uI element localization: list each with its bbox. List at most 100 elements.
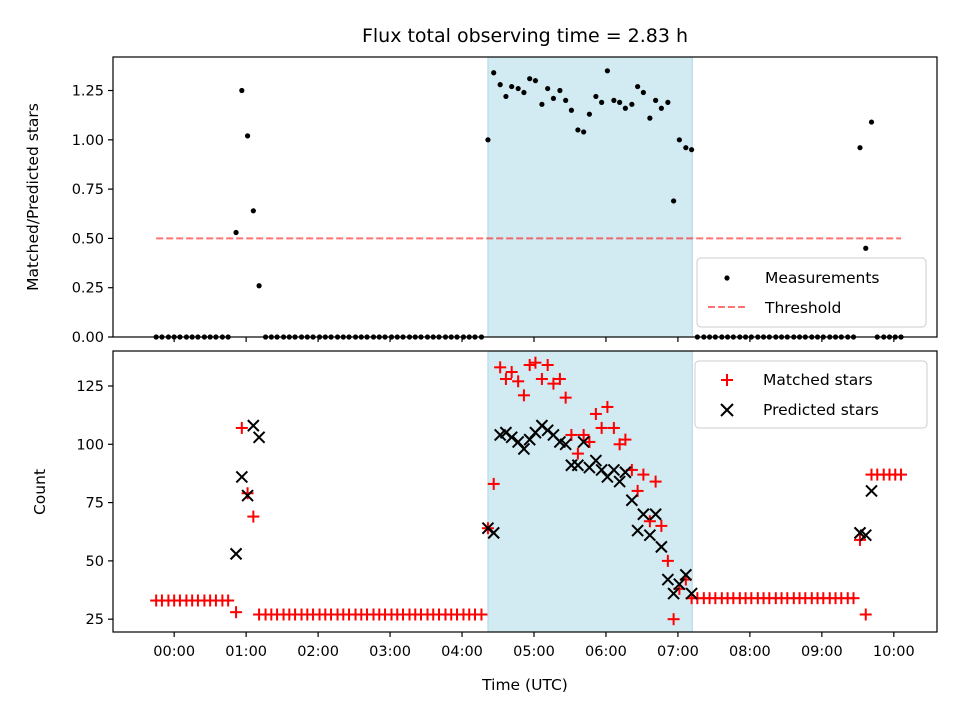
measurement-point xyxy=(658,105,664,111)
predicted-star-point xyxy=(571,459,585,472)
y-tick-label: 25 xyxy=(86,612,104,628)
measurement-point xyxy=(683,145,689,151)
predicted-star-point xyxy=(559,438,572,451)
x-tick-label: 08:00 xyxy=(729,644,771,660)
measurement-point xyxy=(250,208,256,214)
measurement-point xyxy=(568,107,575,113)
measurement-point xyxy=(497,82,503,88)
x-tick-label: 10:00 xyxy=(873,644,915,660)
predicted-star-point xyxy=(643,529,657,542)
legend-matched-label: Matched stars xyxy=(763,371,873,389)
measurement-point xyxy=(256,283,262,289)
measurement-point xyxy=(539,101,545,107)
matched-star-point xyxy=(529,356,542,369)
measurement-point xyxy=(593,93,599,100)
predicted-star-point xyxy=(247,419,260,432)
legend-measurements-marker xyxy=(724,275,730,281)
predicted-star-point xyxy=(631,524,644,537)
measurement-point xyxy=(521,89,527,96)
count-observing-window xyxy=(487,350,693,633)
measurement-point xyxy=(629,101,635,107)
predicted-star-point xyxy=(252,431,266,444)
count-panel: 25 50 75 100 125 00:00 01:00 02:00 03:00 04:00 05… xyxy=(31,350,938,694)
x-tick-label: 07:00 xyxy=(657,644,699,660)
measurement-point xyxy=(857,145,863,151)
x-tick-label: 04:00 xyxy=(441,644,483,660)
measurement-point xyxy=(491,70,497,76)
predicted-star-point xyxy=(607,463,621,477)
matched-star-point xyxy=(247,510,260,523)
predicted-star-point xyxy=(577,435,590,449)
ratio-legend-box xyxy=(696,257,927,328)
measurement-point xyxy=(653,97,659,103)
matched-star-point xyxy=(499,372,512,385)
legend-matched-marker xyxy=(721,374,733,386)
measurement-point xyxy=(622,105,628,111)
matched-star-point xyxy=(607,421,620,434)
measurement-point xyxy=(671,198,677,204)
matched-star-point xyxy=(661,554,674,567)
matched-star-point xyxy=(643,515,656,528)
matched-star-point xyxy=(487,477,500,490)
matched-star-point xyxy=(541,358,554,371)
measurement-point xyxy=(557,87,563,94)
measurement-point xyxy=(485,137,491,143)
measurement-point xyxy=(503,93,509,100)
matched-star-point xyxy=(649,475,662,488)
measurement-point xyxy=(640,89,646,96)
ratio-panel: 0.00 0.25 0.50 0.75 1.00 1.25 Matched/Predict… xyxy=(24,56,938,346)
predicted-star-point xyxy=(685,587,698,600)
measurement-point xyxy=(665,99,671,105)
measurement-point xyxy=(647,115,653,121)
predicted-star-point xyxy=(613,475,626,488)
legend-threshold-label: Threshold xyxy=(764,299,841,317)
x-tick-label: 05:00 xyxy=(513,644,555,660)
measurement-point xyxy=(563,97,569,103)
matched-star-point xyxy=(475,608,488,621)
matched-star-point xyxy=(895,468,908,481)
measurement-point xyxy=(575,127,581,133)
matched-star-point xyxy=(583,435,596,448)
y-tick-label: 1.00 xyxy=(72,133,104,149)
count-legend: Matched stars Predicted stars xyxy=(694,360,928,429)
measurement-point xyxy=(233,229,239,236)
matched-star-point xyxy=(589,407,602,420)
measurement-point xyxy=(550,95,557,102)
matched-star-point xyxy=(571,447,584,460)
predicted-star-point xyxy=(655,540,668,554)
measurement-point xyxy=(515,85,521,92)
matched-star-point xyxy=(512,375,525,388)
y-tick-label: 1.25 xyxy=(72,84,104,100)
measurement-point xyxy=(617,99,623,105)
measurement-point xyxy=(688,147,695,153)
y-tick-label: 0.50 xyxy=(72,231,104,247)
measurement-point xyxy=(586,111,593,117)
legend-predicted-marker xyxy=(720,403,734,417)
matched-star-point xyxy=(222,594,235,607)
matched-star-point xyxy=(535,372,548,385)
measurement-point xyxy=(635,83,641,90)
measurement-point xyxy=(868,119,875,125)
matched-star-point xyxy=(601,400,614,413)
matched-star-point xyxy=(637,468,650,481)
matched-star-point xyxy=(230,606,243,619)
predicted-star-point xyxy=(637,508,650,521)
measurement-point xyxy=(545,85,551,92)
matched-star-point xyxy=(523,358,536,371)
predicted-star-point xyxy=(241,489,254,502)
count-y-axis-title: Count xyxy=(31,469,49,515)
matched-star-point xyxy=(559,391,572,404)
y-tick-label: 125 xyxy=(76,379,104,395)
predicted-star-point xyxy=(229,547,243,561)
legend-measurements-label: Measurements xyxy=(765,269,880,287)
x-tick-label: 03:00 xyxy=(369,644,411,660)
measurement-point xyxy=(611,97,617,103)
count-legend-box xyxy=(694,360,928,429)
predicted-star-point xyxy=(619,466,632,479)
count-panel-frame xyxy=(112,350,938,633)
y-tick-label: 0.00 xyxy=(72,330,104,346)
x-tick-label: 09:00 xyxy=(801,644,843,660)
predicted-star-point xyxy=(673,577,686,591)
matched-star-point xyxy=(235,421,248,434)
